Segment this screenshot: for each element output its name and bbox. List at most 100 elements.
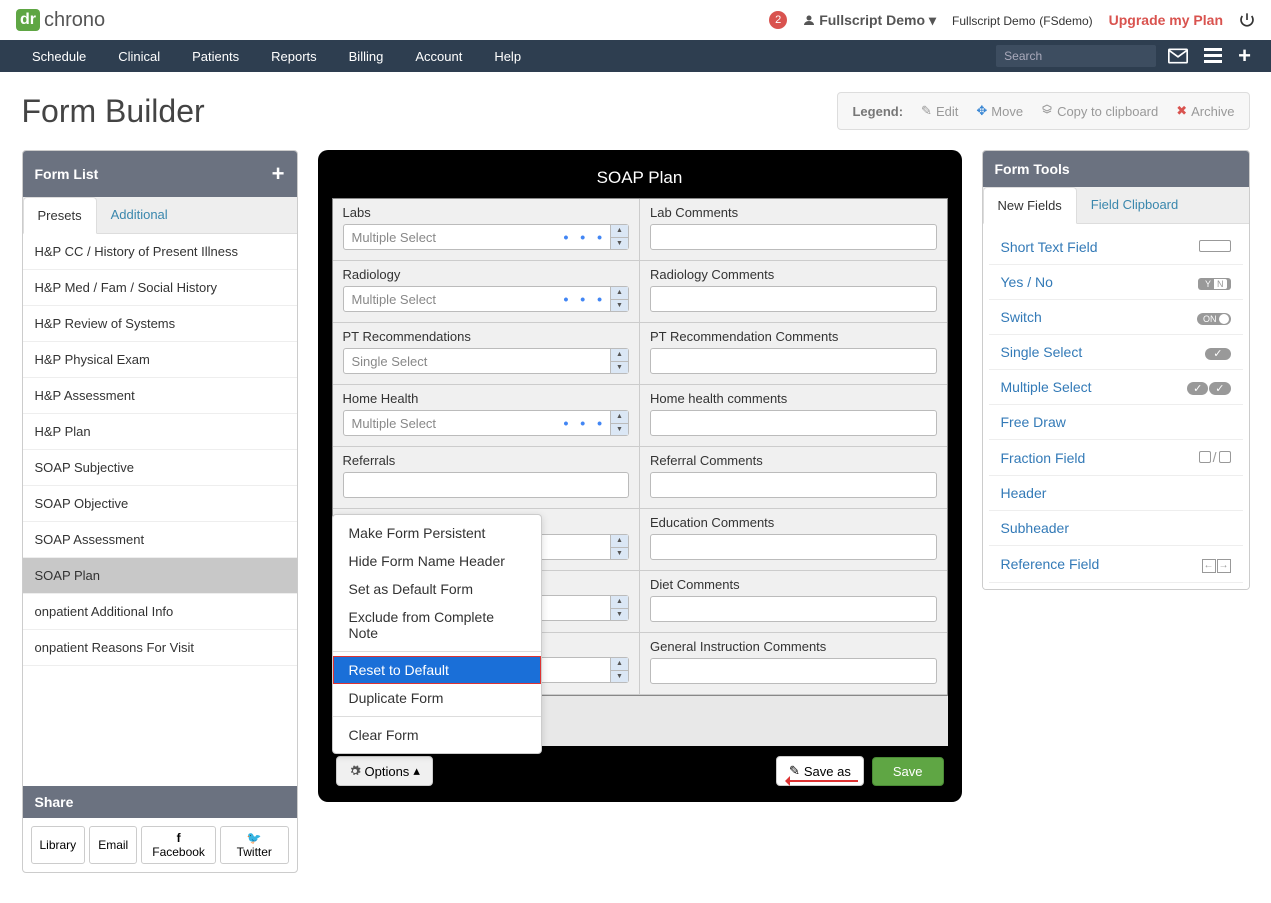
share-twitter[interactable]: 🐦 Twitter (220, 826, 289, 864)
tool-item[interactable]: Reference Field←→ (989, 546, 1243, 583)
add-form-icon[interactable]: + (272, 161, 285, 187)
share-library[interactable]: Library (31, 826, 86, 864)
tool-item[interactable]: Header (989, 476, 1243, 511)
mail-icon[interactable] (1164, 48, 1192, 64)
logo-box: dr (16, 9, 40, 31)
save-button[interactable]: Save (872, 757, 944, 786)
tool-item[interactable]: Single Select✓ (989, 335, 1243, 370)
text-field[interactable] (650, 286, 937, 312)
tool-item[interactable]: Yes / NoYN (989, 265, 1243, 300)
text-field[interactable] (650, 410, 937, 436)
field-label: Referrals (343, 453, 630, 468)
options-button[interactable]: Options ▴ (336, 756, 433, 786)
options-dropdown: Make Form PersistentHide Form Name Heade… (332, 514, 542, 754)
nav-help[interactable]: Help (478, 49, 537, 64)
field-label: Lab Comments (650, 205, 937, 220)
text-field[interactable] (650, 658, 937, 684)
form-list-item[interactable]: SOAP Subjective (23, 450, 297, 486)
nav-patients[interactable]: Patients (176, 49, 255, 64)
menu-icon[interactable] (1200, 48, 1226, 64)
field-label: Radiology (343, 267, 630, 282)
tool-icon: ON (1197, 309, 1231, 325)
legend-move: ✥ Move (976, 103, 1023, 119)
user-label-2[interactable]: Fullscript Demo (FSdemo) (952, 12, 1093, 28)
plus-icon[interactable]: + (1234, 43, 1255, 69)
text-field[interactable] (650, 348, 937, 374)
field-label: Home Health (343, 391, 630, 406)
form-list-item[interactable]: H&P CC / History of Present Illness (23, 234, 297, 270)
text-field[interactable] (650, 472, 937, 498)
legend: Legend: ✎ Edit ✥ Move Copy to clipboard … (837, 92, 1249, 130)
menu-item[interactable]: Clear Form (333, 721, 541, 749)
menu-item[interactable]: Make Form Persistent (333, 519, 541, 547)
multi-select-field[interactable]: Multiple Select• • •▲▼ (343, 286, 630, 312)
clip-icon (1041, 104, 1053, 118)
menu-item[interactable]: Exclude from Complete Note (333, 603, 541, 647)
tab-new-fields[interactable]: New Fields (983, 187, 1077, 224)
search-input[interactable] (996, 45, 1156, 67)
menu-item[interactable]: Reset to Default (333, 656, 541, 684)
form-list-item[interactable]: H&P Assessment (23, 378, 297, 414)
power-icon[interactable] (1239, 12, 1255, 28)
tool-item[interactable]: Short Text Field (989, 230, 1243, 265)
tool-item[interactable]: Free Draw (989, 405, 1243, 440)
tool-item[interactable]: Fraction Field/ (989, 440, 1243, 476)
tool-icon: / (1199, 449, 1231, 466)
topbar: dr chrono 2 Fullscript Demo ▾ Fullscript… (0, 0, 1271, 40)
form-list-item[interactable]: SOAP Assessment (23, 522, 297, 558)
tool-icon: ✓ (1205, 344, 1230, 360)
text-field[interactable] (650, 534, 937, 560)
canvas-title: SOAP Plan (332, 164, 948, 198)
caret-down-icon: ▾ (929, 12, 936, 29)
form-list-item[interactable]: H&P Review of Systems (23, 306, 297, 342)
nav-reports[interactable]: Reports (255, 49, 333, 64)
tab-field-clipboard[interactable]: Field Clipboard (1077, 187, 1192, 223)
text-field[interactable] (650, 596, 937, 622)
pencil-icon: ✎ (789, 763, 800, 779)
nav-clinical[interactable]: Clinical (102, 49, 176, 64)
form-list-item[interactable]: onpatient Reasons For Visit (23, 630, 297, 666)
share-email[interactable]: Email (89, 826, 137, 864)
menu-item[interactable]: Set as Default Form (333, 575, 541, 603)
x-icon: ✖ (1176, 103, 1187, 119)
field-label: General Instruction Comments (650, 639, 937, 654)
legend-archive: ✖ Archive (1176, 103, 1234, 119)
field-label: Referral Comments (650, 453, 937, 468)
form-list-header: Form List + (23, 151, 297, 197)
multi-select-field[interactable]: Multiple Select• • •▲▼ (343, 224, 630, 250)
share-facebook[interactable]: f Facebook (141, 826, 216, 864)
notification-badge[interactable]: 2 (769, 11, 787, 29)
field-label: Labs (343, 205, 630, 220)
menu-item[interactable]: Hide Form Name Header (333, 547, 541, 575)
nav-billing[interactable]: Billing (333, 49, 400, 64)
tool-item[interactable]: SwitchON (989, 300, 1243, 335)
field-label: PT Recommendations (343, 329, 630, 344)
tool-item[interactable]: Subheader (989, 511, 1243, 546)
logo[interactable]: dr chrono (16, 9, 105, 32)
user-icon (803, 14, 815, 26)
user-menu-1[interactable]: Fullscript Demo ▾ (803, 12, 936, 29)
menu-item[interactable]: Duplicate Form (333, 684, 541, 712)
form-list-item[interactable]: H&P Med / Fam / Social History (23, 270, 297, 306)
nav-schedule[interactable]: Schedule (16, 49, 102, 64)
tab-presets[interactable]: Presets (23, 197, 97, 234)
field-label: PT Recommendation Comments (650, 329, 937, 344)
tool-item[interactable]: Multiple Select✓✓ (989, 370, 1243, 405)
field-label: Radiology Comments (650, 267, 937, 282)
form-tools-header: Form Tools (983, 151, 1249, 187)
form-list-item[interactable]: SOAP Objective (23, 486, 297, 522)
multi-select-field[interactable]: Multiple Select• • •▲▼ (343, 410, 630, 436)
nav-account[interactable]: Account (399, 49, 478, 64)
form-list-item[interactable]: SOAP Plan (23, 558, 297, 594)
text-field[interactable] (650, 224, 937, 250)
tab-additional[interactable]: Additional (97, 197, 182, 233)
tool-icon: ✓✓ (1187, 379, 1230, 395)
single-select-field[interactable]: Single Select▲▼ (343, 348, 630, 374)
form-list-item[interactable]: H&P Physical Exam (23, 342, 297, 378)
upgrade-link[interactable]: Upgrade my Plan (1109, 12, 1223, 28)
form-list-item[interactable]: H&P Plan (23, 414, 297, 450)
main-nav: ScheduleClinicalPatientsReportsBillingAc… (0, 40, 1271, 72)
form-list-item[interactable]: onpatient Additional Info (23, 594, 297, 630)
share-header: Share (23, 786, 297, 818)
text-field[interactable] (343, 472, 630, 498)
